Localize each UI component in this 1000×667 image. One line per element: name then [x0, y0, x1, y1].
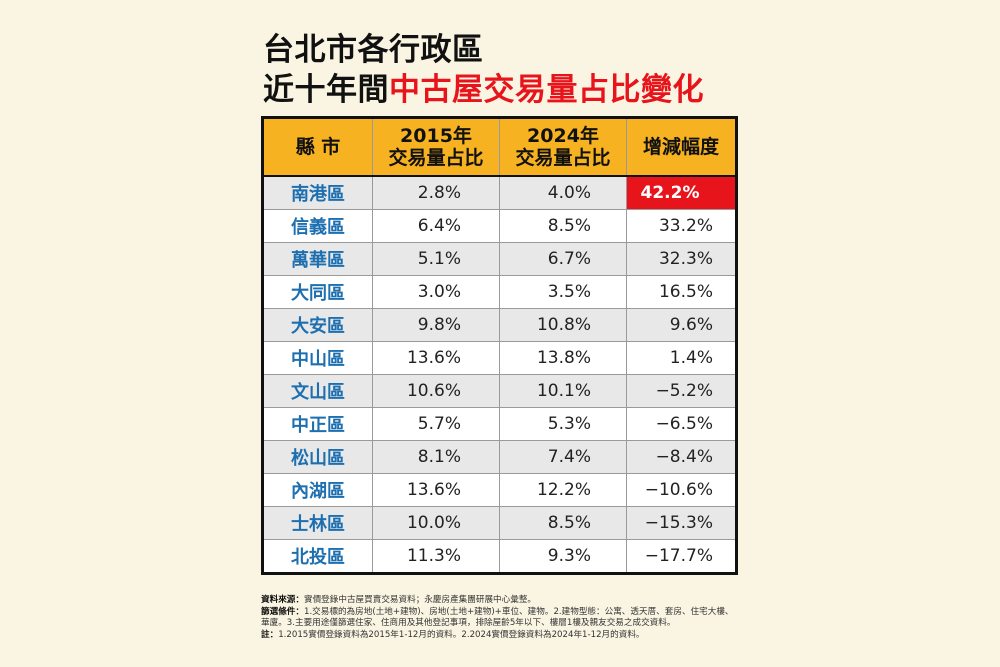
- data-table-wrapper: 縣 市 2015年 交易量占比 2024年 交易量占比 增減幅度 南港區 2.8% 4.0…: [261, 116, 738, 575]
- table-row: 北投區 11.3% 9.3% −17.7%: [262, 539, 737, 574]
- share-2015-cell: 9.8%: [372, 308, 500, 342]
- table-row: 中山區 13.6% 13.8% 1.4%: [262, 341, 737, 375]
- change-cell: 33.2%: [626, 209, 737, 243]
- share-2024-cell: 3.5%: [499, 275, 627, 309]
- district-cell: 南港區: [262, 175, 373, 210]
- change-cell: 16.5%: [626, 275, 737, 309]
- table-row: 士林區 10.0% 8.5% −15.3%: [262, 506, 737, 540]
- share-2024-cell: 9.3%: [499, 539, 627, 574]
- change-cell: −10.6%: [626, 473, 737, 507]
- change-cell: 1.4%: [626, 341, 737, 375]
- share-2015-cell: 8.1%: [372, 440, 500, 474]
- column-header-4: 增減幅度: [626, 117, 737, 177]
- footnote-criteria: 篩選條件：1.交易標的為房地(土地+建物)、房地(土地+建物)+車位、建物。2.…: [261, 607, 741, 630]
- share-2015-cell: 5.7%: [372, 407, 500, 441]
- footnote-note-label: 註：: [261, 629, 279, 640]
- share-2024-cell: 7.4%: [499, 440, 627, 474]
- share-2015-cell: 6.4%: [372, 209, 500, 243]
- district-cell: 信義區: [262, 209, 373, 243]
- column-header-3: 2024年 交易量占比: [499, 117, 627, 177]
- footnote-note-text: 1.2015實價登錄資料為2015年1-12月的資料。2.2024實價登錄資料為…: [278, 629, 645, 640]
- share-2015-cell: 13.6%: [372, 341, 500, 375]
- column-header-1: 縣 市: [262, 117, 373, 177]
- footnote-source-text: 實價登錄中古屋買賣交易資料；永慶房產集團研展中心彙整。: [303, 595, 537, 605]
- share-2024-cell: 6.7%: [499, 242, 627, 276]
- share-2015-cell: 10.0%: [372, 506, 500, 540]
- table-row: 內湖區 13.6% 12.2% −10.6%: [262, 473, 737, 507]
- share-2015-cell: 3.0%: [372, 275, 500, 309]
- table-row: 松山區 8.1% 7.4% −8.4%: [262, 440, 737, 474]
- chart-title: 台北市各行政區 近十年間中古屋交易量占比變化: [263, 30, 704, 110]
- district-cell: 松山區: [262, 440, 373, 474]
- share-2024-cell: 8.5%: [499, 209, 627, 243]
- table-header-row: 縣 市 2015年 交易量占比 2024年 交易量占比 增減幅度: [262, 117, 737, 177]
- title-line-2-highlight: 中古屋交易量占比變化: [389, 72, 704, 108]
- change-cell: −15.3%: [626, 506, 737, 540]
- data-table: 縣 市 2015年 交易量占比 2024年 交易量占比 增減幅度 南港區 2.8% 4.0…: [261, 116, 738, 575]
- change-cell: −5.2%: [626, 374, 737, 408]
- share-2015-cell: 2.8%: [372, 175, 500, 210]
- change-cell: 32.3%: [626, 242, 737, 276]
- share-2015-cell: 11.3%: [372, 539, 500, 574]
- district-cell: 中山區: [262, 341, 373, 375]
- district-cell: 大同區: [262, 275, 373, 309]
- title-line-2: 近十年間中古屋交易量占比變化: [263, 70, 704, 110]
- change-cell: −17.7%: [626, 539, 737, 574]
- district-cell: 北投區: [262, 539, 373, 574]
- district-cell: 士林區: [262, 506, 373, 540]
- district-cell: 萬華區: [262, 242, 373, 276]
- footnote-source-label: 資料來源：: [261, 595, 304, 605]
- column-header-2: 2015年 交易量占比: [372, 117, 500, 177]
- share-2024-cell: 5.3%: [499, 407, 627, 441]
- share-2024-cell: 8.5%: [499, 506, 627, 540]
- footnote-note: 註：1.2015實價登錄資料為2015年1-12月的資料。2.2024實價登錄資…: [261, 630, 741, 642]
- share-2024-cell: 12.2%: [499, 473, 627, 507]
- table-row: 大同區 3.0% 3.5% 16.5%: [262, 275, 737, 309]
- footnote-criteria-text: 1.交易標的為房地(土地+建物)、房地(土地+建物)+車位、建物。2.建物型態：…: [261, 606, 734, 629]
- district-cell: 大安區: [262, 308, 373, 342]
- footnote-source: 資料來源：實價登錄中古屋買賣交易資料；永慶房產集團研展中心彙整。: [261, 595, 741, 607]
- table-row: 大安區 9.8% 10.8% 9.6%: [262, 308, 737, 342]
- district-cell: 內湖區: [262, 473, 373, 507]
- share-2015-cell: 5.1%: [372, 242, 500, 276]
- title-line-1: 台北市各行政區: [263, 32, 484, 68]
- table-row: 文山區 10.6% 10.1% −5.2%: [262, 374, 737, 408]
- title-line-2-prefix: 近十年間: [263, 72, 389, 108]
- table-body: 南港區 2.8% 4.0% 42.2% 信義區 6.4% 8.5% 33.2% 萬華區 5.1% 6…: [262, 175, 737, 574]
- table-row: 萬華區 5.1% 6.7% 32.3%: [262, 242, 737, 276]
- share-2024-cell: 13.8%: [499, 341, 627, 375]
- change-cell: 9.6%: [626, 308, 737, 342]
- table-row: 南港區 2.8% 4.0% 42.2%: [262, 175, 737, 210]
- share-2024-cell: 10.1%: [499, 374, 627, 408]
- share-2015-cell: 10.6%: [372, 374, 500, 408]
- share-2024-cell: 10.8%: [499, 308, 627, 342]
- footnote-criteria-label: 篩選條件：: [261, 606, 304, 617]
- share-2015-cell: 13.6%: [372, 473, 500, 507]
- change-cell: −8.4%: [626, 440, 737, 474]
- change-cell-highlight: 42.2%: [626, 175, 737, 210]
- district-cell: 中正區: [262, 407, 373, 441]
- table-row: 中正區 5.7% 5.3% −6.5%: [262, 407, 737, 441]
- table-row: 信義區 6.4% 8.5% 33.2%: [262, 209, 737, 243]
- district-cell: 文山區: [262, 374, 373, 408]
- share-2024-cell: 4.0%: [499, 175, 627, 210]
- change-cell: −6.5%: [626, 407, 737, 441]
- footnotes: 資料來源：實價登錄中古屋買賣交易資料；永慶房產集團研展中心彙整。 篩選條件：1.…: [261, 595, 741, 641]
